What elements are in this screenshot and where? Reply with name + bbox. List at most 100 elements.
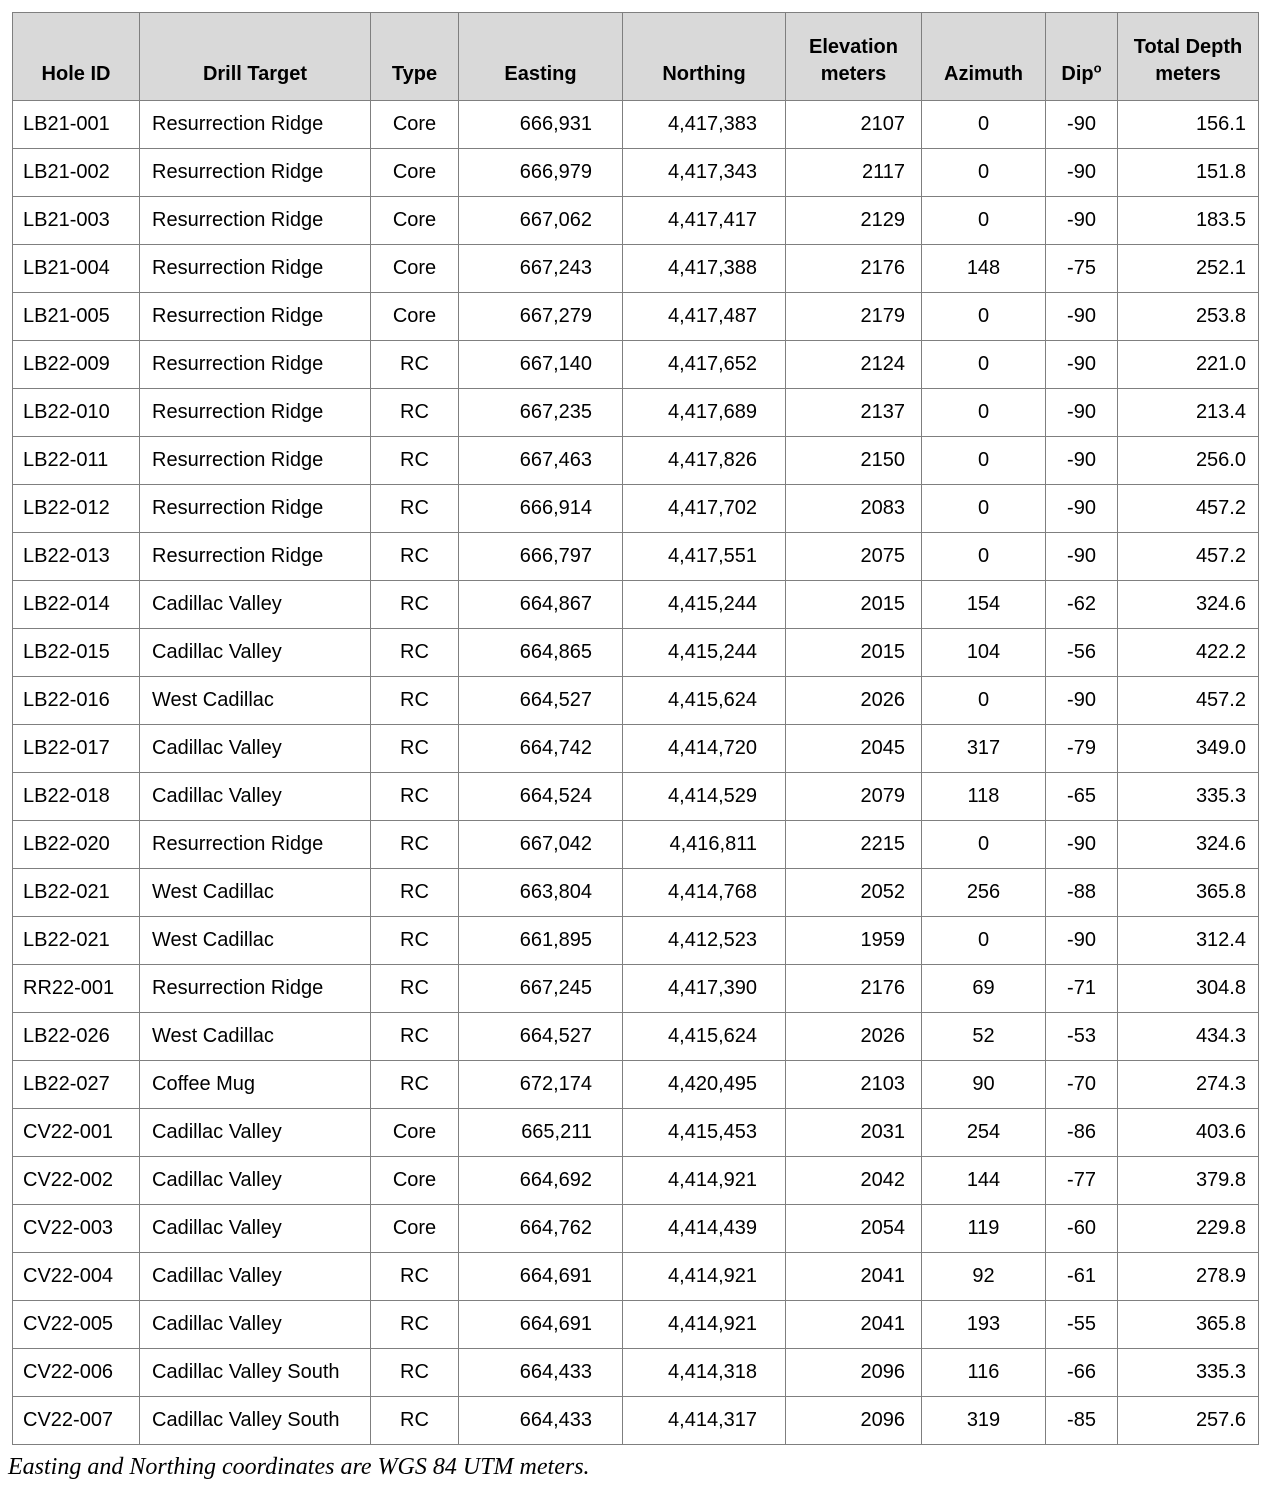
cell-type: Core <box>370 1156 459 1205</box>
cell-dip: -90 <box>1045 532 1118 581</box>
cell-elevation: 2079 <box>785 772 922 821</box>
cell-total-depth: 256.0 <box>1117 436 1259 485</box>
cell-type: Core <box>370 148 459 197</box>
cell-easting: 664,865 <box>458 628 623 677</box>
cell-dip: -90 <box>1045 916 1118 965</box>
cell-northing: 4,417,417 <box>622 196 786 245</box>
cell-northing: 4,417,652 <box>622 340 786 389</box>
cell-easting: 667,235 <box>458 388 623 437</box>
cell-azimuth: 0 <box>921 676 1046 725</box>
cell-drill-target: Cadillac Valley <box>139 1204 371 1253</box>
col-header-hole-id: Hole ID <box>12 12 140 101</box>
cell-easting: 664,433 <box>458 1348 623 1397</box>
cell-dip: -90 <box>1045 484 1118 533</box>
cell-hole-id: LB21-004 <box>12 244 140 293</box>
cell-hole-id: RR22-001 <box>12 964 140 1013</box>
cell-northing: 4,414,768 <box>622 868 786 917</box>
cell-type: RC <box>370 1396 459 1445</box>
cell-elevation: 2117 <box>785 148 922 197</box>
cell-hole-id: LB21-002 <box>12 148 140 197</box>
cell-drill-target: Cadillac Valley <box>139 1108 371 1157</box>
table-row: CV22-004 Cadillac Valley RC 664,691 4,414,92… <box>12 1252 1259 1301</box>
cell-elevation: 2083 <box>785 484 922 533</box>
cell-dip: -62 <box>1045 580 1118 629</box>
cell-hole-id: CV22-002 <box>12 1156 140 1205</box>
cell-type: RC <box>370 964 459 1013</box>
cell-hole-id: CV22-006 <box>12 1348 140 1397</box>
col-header-elevation: Elevation meters <box>785 12 922 101</box>
cell-northing: 4,415,244 <box>622 628 786 677</box>
cell-elevation: 2015 <box>785 580 922 629</box>
cell-easting: 661,895 <box>458 916 623 965</box>
cell-northing: 4,414,921 <box>622 1300 786 1349</box>
cell-hole-id: LB21-005 <box>12 292 140 341</box>
cell-azimuth: 0 <box>921 388 1046 437</box>
cell-total-depth: 379.8 <box>1117 1156 1259 1205</box>
cell-drill-target: Resurrection Ridge <box>139 964 371 1013</box>
cell-dip: -66 <box>1045 1348 1118 1397</box>
cell-drill-target: West Cadillac <box>139 916 371 965</box>
cell-hole-id: CV22-005 <box>12 1300 140 1349</box>
cell-azimuth: 0 <box>921 484 1046 533</box>
cell-total-depth: 312.4 <box>1117 916 1259 965</box>
cell-type: RC <box>370 724 459 773</box>
cell-drill-target: Resurrection Ridge <box>139 388 371 437</box>
cell-hole-id: LB22-020 <box>12 820 140 869</box>
table-row: LB22-014 Cadillac Valley RC 664,867 4,415,24… <box>12 580 1259 629</box>
cell-easting: 667,042 <box>458 820 623 869</box>
cell-easting: 667,245 <box>458 964 623 1013</box>
cell-type: Core <box>370 244 459 293</box>
table-row: CV22-005 Cadillac Valley RC 664,691 4,414,92… <box>12 1300 1259 1349</box>
cell-type: RC <box>370 868 459 917</box>
cell-hole-id: LB22-013 <box>12 532 140 581</box>
cell-type: RC <box>370 916 459 965</box>
cell-northing: 4,417,487 <box>622 292 786 341</box>
cell-total-depth: 278.9 <box>1117 1252 1259 1301</box>
cell-northing: 4,417,702 <box>622 484 786 533</box>
cell-azimuth: 0 <box>921 148 1046 197</box>
cell-azimuth: 69 <box>921 964 1046 1013</box>
cell-azimuth: 148 <box>921 244 1046 293</box>
cell-hole-id: LB21-001 <box>12 100 140 149</box>
table-row: CV22-003 Cadillac Valley Core 664,762 4,414,… <box>12 1204 1259 1253</box>
cell-elevation: 2026 <box>785 1012 922 1061</box>
cell-azimuth: 254 <box>921 1108 1046 1157</box>
cell-northing: 4,414,921 <box>622 1252 786 1301</box>
cell-drill-target: Cadillac Valley <box>139 1156 371 1205</box>
cell-drill-target: Resurrection Ridge <box>139 100 371 149</box>
cell-total-depth: 335.3 <box>1117 772 1259 821</box>
cell-drill-target: Resurrection Ridge <box>139 292 371 341</box>
cell-dip: -53 <box>1045 1012 1118 1061</box>
cell-total-depth: 422.2 <box>1117 628 1259 677</box>
cell-type: RC <box>370 436 459 485</box>
cell-easting: 667,140 <box>458 340 623 389</box>
cell-type: Core <box>370 292 459 341</box>
table-row: CV22-007 Cadillac Valley South RC 664,433 4,… <box>12 1396 1259 1445</box>
table-row: LB21-001 Resurrection Ridge Core 666,931 4,4… <box>12 100 1259 149</box>
table-row: LB22-009 Resurrection Ridge RC 667,140 4,417… <box>12 340 1259 389</box>
cell-drill-target: Cadillac Valley <box>139 580 371 629</box>
cell-total-depth: 324.6 <box>1117 820 1259 869</box>
cell-drill-target: Cadillac Valley <box>139 628 371 677</box>
cell-type: RC <box>370 1252 459 1301</box>
cell-northing: 4,417,383 <box>622 100 786 149</box>
cell-azimuth: 119 <box>921 1204 1046 1253</box>
cell-type: RC <box>370 532 459 581</box>
cell-elevation: 2026 <box>785 676 922 725</box>
table-row: RR22-001 Resurrection Ridge RC 667,245 4,417… <box>12 964 1259 1013</box>
cell-azimuth: 0 <box>921 436 1046 485</box>
cell-hole-id: LB22-015 <box>12 628 140 677</box>
cell-dip: -70 <box>1045 1060 1118 1109</box>
cell-hole-id: LB22-026 <box>12 1012 140 1061</box>
cell-dip: -85 <box>1045 1396 1118 1445</box>
cell-northing: 4,414,317 <box>622 1396 786 1445</box>
cell-easting: 664,691 <box>458 1252 623 1301</box>
cell-dip: -88 <box>1045 868 1118 917</box>
cell-type: Core <box>370 1108 459 1157</box>
cell-type: Core <box>370 196 459 245</box>
cell-type: RC <box>370 388 459 437</box>
cell-northing: 4,415,624 <box>622 676 786 725</box>
cell-easting: 672,174 <box>458 1060 623 1109</box>
cell-elevation: 2096 <box>785 1348 922 1397</box>
